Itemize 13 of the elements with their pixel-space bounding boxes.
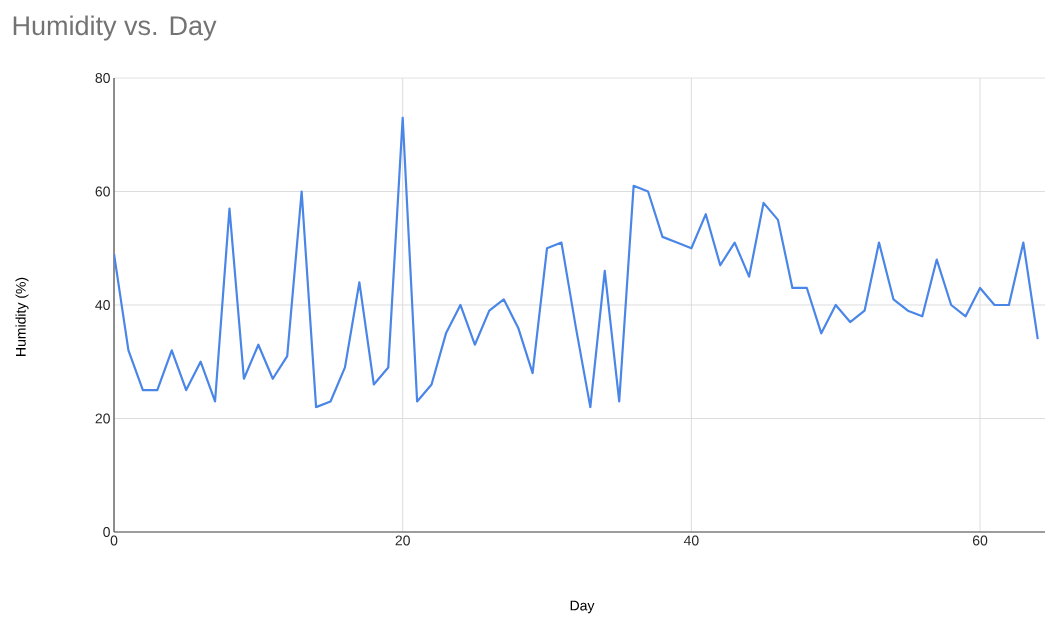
line-series <box>114 116 1039 409</box>
x-tick-label: 0 <box>110 535 118 546</box>
y-tick-label: 0 <box>103 527 110 537</box>
chart-title: Humidity vs. Day <box>13 15 217 41</box>
y-axis-title: Humidity (%) <box>15 277 29 356</box>
y-tick-label: 40 <box>95 300 110 310</box>
x-tick-label: 40 <box>683 535 699 546</box>
y-tick-label: 20 <box>95 413 110 424</box>
x-tick-label: 20 <box>395 535 410 546</box>
y-tick-label: 80 <box>95 73 110 83</box>
y-tick-label: 60 <box>95 186 110 197</box>
x-axis-title: Day <box>570 600 595 614</box>
x-tick-label: 60 <box>972 535 988 546</box>
